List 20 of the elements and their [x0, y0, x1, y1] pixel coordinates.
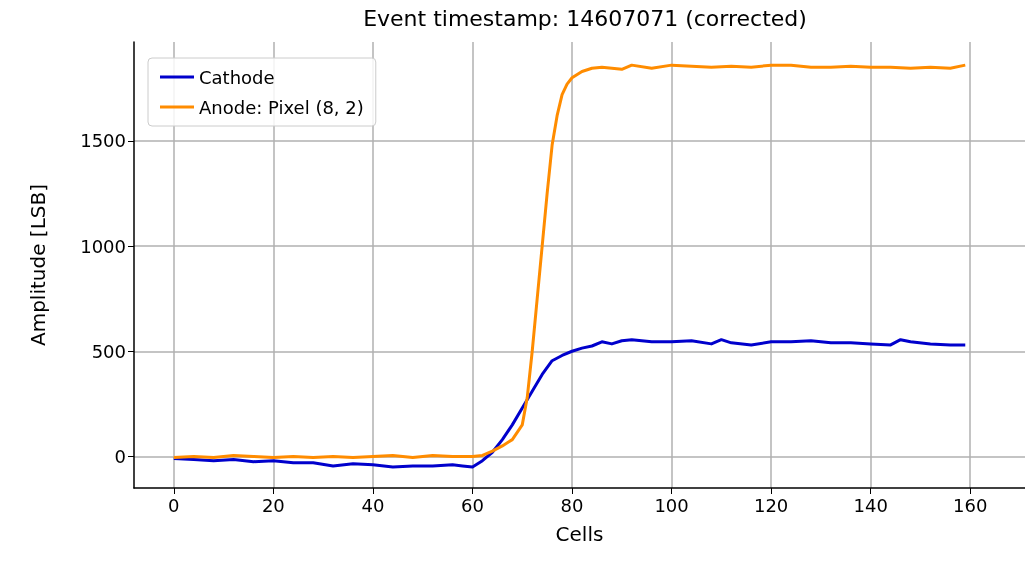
x-tick-label: 20 — [261, 494, 285, 516]
x-tick-label: 60 — [461, 494, 484, 516]
y-tick-label: 1500 — [80, 130, 126, 152]
legend-label: Cathode — [199, 66, 275, 88]
line-series — [172, 63, 967, 459]
x-tick-label: 140 — [853, 494, 888, 516]
y-axis-title: Amplitude [LSB] — [26, 183, 50, 347]
y-tick-label: 0 — [114, 445, 126, 467]
line-series — [172, 338, 967, 469]
x-tick-label: 0 — [168, 494, 180, 516]
y-tick-label: 1000 — [80, 235, 126, 257]
x-tick-label: 80 — [560, 494, 584, 516]
x-tick-label: 160 — [953, 494, 988, 516]
x-tick-label: 120 — [753, 494, 789, 516]
chart-title: Event timestamp: 14607071 (corrected) — [363, 5, 807, 31]
legend-label: Anode: Pixel (8, 2) — [199, 96, 364, 118]
x-axis-title: Cells — [555, 522, 604, 546]
x-tick-label: 100 — [654, 494, 689, 516]
x-tick-label: 40 — [361, 494, 385, 516]
y-tick-label: 500 — [91, 340, 126, 362]
